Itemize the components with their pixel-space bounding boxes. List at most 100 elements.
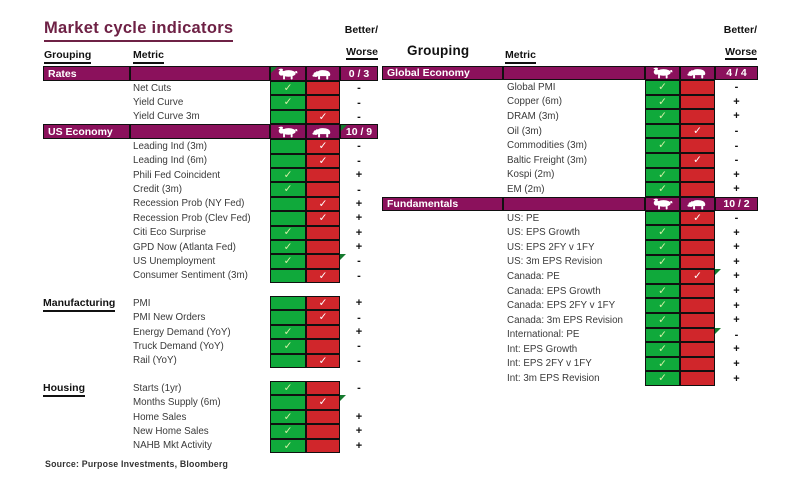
worse-value: - xyxy=(734,154,739,167)
bear-cell xyxy=(680,312,715,328)
grouping-cell xyxy=(43,154,130,168)
check-icon: ✓ xyxy=(693,211,702,224)
group-label: Manufacturing xyxy=(43,297,116,313)
check-icon: ✓ xyxy=(658,299,667,312)
check-icon: ✓ xyxy=(283,425,293,438)
table-row: Int: EPS 2FY v 1FY ✓ + xyxy=(382,356,758,372)
table-row: Home Sales ✓ + xyxy=(43,409,378,425)
bull-icon xyxy=(652,198,674,210)
check-icon: ✓ xyxy=(318,197,328,210)
bear-cell xyxy=(306,339,340,354)
bull-cell: ✓ xyxy=(645,298,680,313)
indicator-table-right: Global Economy 4 / 4 Global PMI ✓ - Copper (6… xyxy=(382,66,758,386)
better-label: Better/ xyxy=(344,24,378,36)
bear-cell xyxy=(680,298,715,313)
check-icon: ✓ xyxy=(693,154,702,167)
table-row: EM (2m) ✓ + xyxy=(382,182,758,197)
bull-header-cell xyxy=(645,196,680,211)
left-better-worse-header: Better/ Worse xyxy=(328,25,378,60)
table-row: Canada: PE ✓ + xyxy=(382,269,758,284)
table-row: Yield Curve ✓ - xyxy=(43,95,378,110)
worse-value: - xyxy=(734,81,739,94)
check-icon: ✓ xyxy=(318,154,328,167)
worse-value: - xyxy=(734,212,739,225)
check-icon: ✓ xyxy=(658,328,667,341)
worse-value: - xyxy=(357,382,361,395)
grouping-cell xyxy=(43,354,130,368)
bear-cell: ✓ xyxy=(680,269,715,284)
bull-cell xyxy=(270,395,306,410)
table-row: Recession Prob (NY Fed) ✓ + xyxy=(43,196,378,212)
worse-value: + xyxy=(355,411,363,423)
worse-value: - xyxy=(357,354,361,367)
bull-cell: ✓ xyxy=(645,327,680,343)
worse-value: + xyxy=(733,343,740,356)
grouping-cell xyxy=(43,110,130,124)
right-metric-column-header: Metric xyxy=(505,49,536,64)
worse-value: + xyxy=(733,372,740,385)
bull-cell: ✓ xyxy=(270,182,306,197)
grouping-cell xyxy=(382,211,503,226)
bull-cell: ✓ xyxy=(645,182,680,197)
check-icon: ✓ xyxy=(658,284,667,297)
table-row: Canada: EPS Growth ✓ + xyxy=(382,283,758,299)
bull-cell: ✓ xyxy=(270,239,306,255)
bear-cell xyxy=(680,327,715,343)
table-row: Canada: 3m EPS Revision ✓ + xyxy=(382,312,758,328)
bull-cell: ✓ xyxy=(645,80,680,95)
worse-value: - xyxy=(734,125,739,138)
bull-cell: ✓ xyxy=(270,409,306,425)
worse-value xyxy=(340,395,378,409)
bear-cell xyxy=(680,80,715,95)
bull-cell: ✓ xyxy=(645,254,680,270)
table-row: Leading Ind (6m) ✓ - xyxy=(43,153,378,168)
group-header-spacer xyxy=(130,124,270,140)
check-icon: ✓ xyxy=(318,269,328,282)
bull-header-cell xyxy=(645,66,680,80)
worse-value: + xyxy=(733,314,740,327)
worse-value: + xyxy=(733,110,740,123)
grouping-cell xyxy=(382,168,503,183)
check-icon: ✓ xyxy=(283,340,293,353)
bear-cell: ✓ xyxy=(306,109,340,125)
worse-value: + xyxy=(733,183,740,196)
table-row: Months Supply (6m) ✓ xyxy=(43,395,378,410)
metric-label: NAHB Mkt Activity xyxy=(133,440,212,452)
bull-cell: ✓ xyxy=(645,239,680,255)
bull-cell: ✓ xyxy=(645,225,680,240)
grouping-cell: Manufacturing xyxy=(43,296,130,313)
bear-cell: ✓ xyxy=(306,296,340,311)
grouping-cell xyxy=(43,95,130,109)
section-us-economy: US Economy 10 / 9 Leading Ind (3m) ✓ - Leadin… xyxy=(43,124,378,284)
check-icon: ✓ xyxy=(658,357,667,370)
bull-cell xyxy=(270,296,306,311)
metric-label: Global PMI xyxy=(507,81,556,93)
worse-value: - xyxy=(357,96,361,109)
grouping-cell xyxy=(43,395,130,409)
bull-cell xyxy=(270,109,306,125)
grouping-cell xyxy=(382,357,503,372)
bull-cell xyxy=(270,310,306,325)
bear-cell xyxy=(306,438,340,453)
worse-value: + xyxy=(733,285,740,298)
table-row: Int: 3m EPS Revision ✓ + xyxy=(382,371,758,386)
check-icon: ✓ xyxy=(658,183,667,196)
grouping-cell xyxy=(382,153,503,168)
bear-cell xyxy=(680,356,715,372)
bull-cell: ✓ xyxy=(270,81,306,96)
check-icon: ✓ xyxy=(318,212,328,225)
table-row: US: EPS Growth ✓ + xyxy=(382,225,758,240)
worse-value: + xyxy=(733,226,740,239)
table-row: US Unemployment ✓ - xyxy=(43,254,378,269)
metric-label: Canada: EPS 2FY v 1FY xyxy=(507,300,616,312)
bull-cell xyxy=(645,269,680,284)
grouping-cell xyxy=(43,168,130,182)
bear-cell: ✓ xyxy=(306,196,340,212)
table-row: New Home Sales ✓ + xyxy=(43,424,378,439)
bull-cell xyxy=(270,139,306,154)
bull-cell: ✓ xyxy=(270,167,306,183)
bull-cell: ✓ xyxy=(270,438,306,453)
bull-cell xyxy=(270,153,306,168)
table-row: Commodities (3m) ✓ - xyxy=(382,138,758,153)
